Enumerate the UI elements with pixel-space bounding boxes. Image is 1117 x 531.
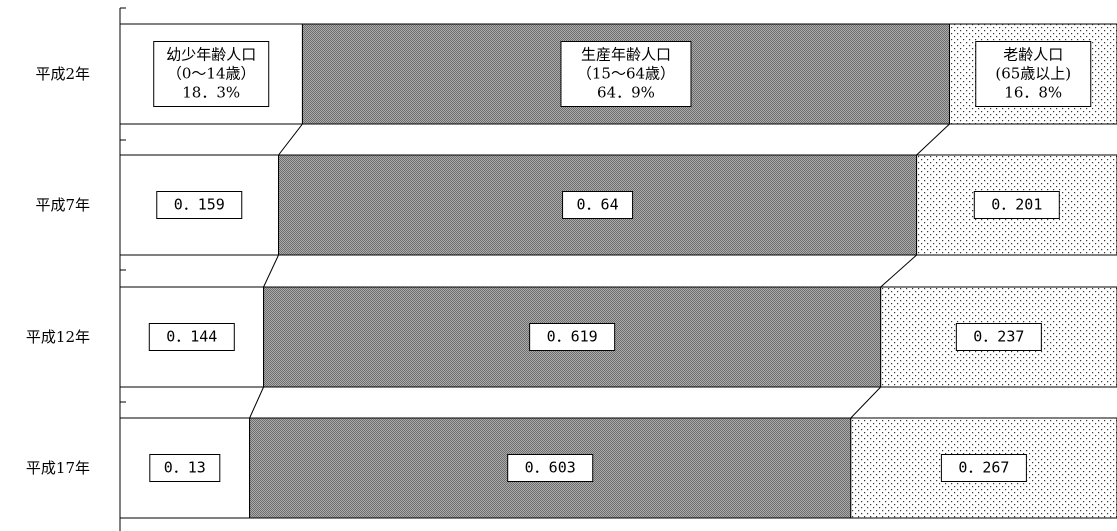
series-line-2-2 <box>850 386 882 419</box>
data-label-series1-row-3-line-0: 0．603 <box>525 459 576 477</box>
data-label-series2-row-2-line-0: 0．237 <box>973 328 1024 346</box>
data-label-series2-row-3-line-0: 0．267 <box>958 459 1009 477</box>
data-label-series1-row-2: 0．619 <box>529 323 616 351</box>
data-label-series0-row-2-line-0: 0．144 <box>166 328 217 346</box>
data-label-series1-row-2-line-0: 0．619 <box>547 328 598 346</box>
series-line-1-2 <box>880 254 917 288</box>
series-line-2-1 <box>249 386 265 419</box>
category-label-2: 平成12年 <box>26 328 90 346</box>
data-label-series1-row-0: 生産年齢人口（15～64歳）64．9% <box>560 41 692 107</box>
category-label-1: 平成7年 <box>35 196 90 214</box>
data-label-series2-row-2: 0．237 <box>955 323 1042 351</box>
data-label-series2-row-0-line-0: 老齢人口 <box>1003 46 1063 64</box>
data-label-series0-row-1-line-0: 0．159 <box>174 196 225 214</box>
data-label-series2-row-3: 0．267 <box>940 454 1027 482</box>
data-label-series2-row-1: 0．201 <box>973 191 1060 219</box>
data-label-series2-row-0-line-1: (65歳以上) <box>995 65 1071 83</box>
data-label-series0-row-0-line-1: （0～14歳） <box>167 65 256 83</box>
data-label-series1-row-1: 0．64 <box>562 191 634 219</box>
series-line-0-1 <box>278 123 303 156</box>
data-label-series1-row-0-line-2: 64．9% <box>597 84 655 102</box>
data-label-series1-row-0-line-1: （15～64歳） <box>577 65 675 83</box>
data-label-series0-row-3: 0．13 <box>149 454 221 482</box>
data-label-series1-row-1-line-0: 0．64 <box>577 196 619 214</box>
bar-segment-dense-row-3 <box>249 417 852 519</box>
data-label-series0-row-1: 0．159 <box>156 191 243 219</box>
data-label-series0-row-2: 0．144 <box>148 323 235 351</box>
data-label-series2-row-0-line-2: 16．8% <box>1004 84 1062 102</box>
data-label-series0-row-0: 幼少年齢人口（0～14歳）18．3% <box>153 41 270 107</box>
data-label-series1-row-3: 0．603 <box>507 454 594 482</box>
bar-segment-dots-row-1 <box>916 154 1117 256</box>
series-line-1-1 <box>263 254 279 288</box>
data-label-series2-row-1-line-0: 0．201 <box>991 196 1042 214</box>
data-label-series0-row-0-line-0: 幼少年齢人口 <box>166 46 256 64</box>
data-label-series0-row-0-line-2: 18．3% <box>182 84 240 102</box>
category-label-0: 平成2年 <box>35 65 90 83</box>
data-label-series0-row-3-line-0: 0．13 <box>164 459 206 477</box>
data-label-series2-row-0: 老齢人口(65歳以上)16．8% <box>975 41 1092 107</box>
category-label-3: 平成17年 <box>26 459 90 477</box>
series-line-0-2 <box>916 123 950 156</box>
data-label-series1-row-0-line-0: 生産年齢人口 <box>581 46 671 64</box>
